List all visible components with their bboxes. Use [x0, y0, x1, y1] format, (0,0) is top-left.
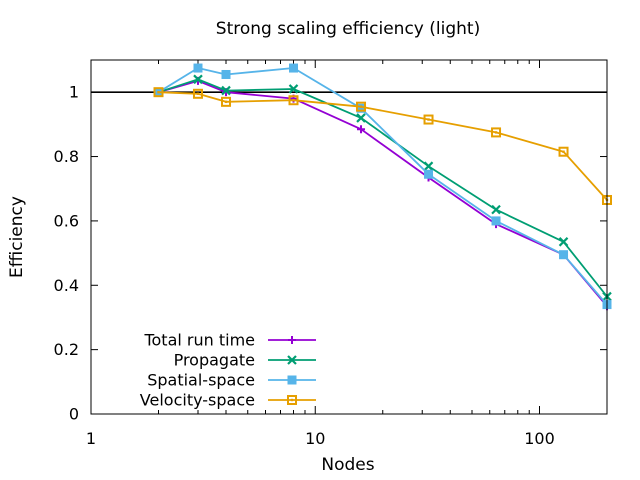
point-marker	[193, 63, 203, 73]
series-line	[158, 78, 608, 298]
data-point	[221, 96, 232, 107]
chart-title: Strong scaling efficiency (light)	[216, 19, 480, 39]
legend-entry: Propagate	[174, 351, 316, 370]
data-point	[559, 250, 569, 260]
data-point	[423, 114, 434, 125]
point-marker	[357, 125, 366, 134]
point-marker	[221, 85, 231, 96]
point-marker-center	[427, 118, 430, 121]
point-marker-center	[562, 150, 565, 153]
legend-label: Velocity-space	[140, 391, 255, 410]
point-marker	[287, 395, 297, 405]
data-point	[356, 113, 366, 123]
point-marker	[221, 96, 232, 107]
point-marker-center	[196, 92, 200, 95]
data-point	[491, 216, 501, 226]
series-propagate	[153, 74, 612, 302]
point-marker	[491, 204, 501, 215]
data-point	[558, 237, 569, 247]
legend-label: Total run time	[143, 331, 255, 350]
point-marker	[221, 69, 231, 79]
series-line	[158, 80, 608, 307]
data-point	[356, 101, 367, 112]
point-marker-center	[157, 90, 160, 94]
data-point	[287, 375, 297, 385]
y-axis-label: Efficiency	[7, 196, 27, 278]
point-marker	[192, 88, 203, 99]
x-axis-label: Nodes	[321, 455, 374, 475]
y-tick-label: 0.2	[54, 340, 79, 359]
series-line	[158, 67, 608, 306]
y-tick-label: 0.6	[54, 211, 79, 230]
point-marker	[491, 127, 502, 138]
y-tick-label: 0	[69, 405, 79, 424]
point-marker	[356, 113, 366, 123]
series-velocity-space	[153, 87, 612, 205]
legend-label: Propagate	[174, 351, 255, 370]
legend: Total run timePropagateSpatial-spaceVelo…	[140, 331, 316, 410]
data-point	[424, 169, 434, 179]
point-marker-center	[224, 100, 228, 104]
legend-entry: Velocity-space	[140, 391, 316, 410]
point-marker	[559, 250, 569, 260]
series-line	[158, 91, 608, 201]
data-point	[423, 161, 434, 171]
data-point	[287, 395, 297, 405]
point-marker	[491, 216, 501, 226]
point-marker-center	[290, 398, 294, 402]
point-marker	[287, 375, 297, 385]
data-point	[288, 336, 296, 344]
point-marker	[356, 101, 367, 112]
data-point	[287, 355, 297, 365]
data-point	[193, 63, 203, 73]
data-point	[221, 85, 231, 96]
series-layer	[153, 63, 612, 311]
point-marker	[558, 237, 569, 247]
x-tick-label: 10	[305, 429, 325, 448]
point-marker	[423, 114, 434, 125]
data-point	[558, 146, 569, 157]
point-marker	[153, 87, 164, 98]
point-marker-center	[359, 105, 363, 108]
point-marker	[423, 161, 434, 171]
y-tick-label: 0.4	[54, 276, 79, 295]
data-point	[153, 87, 164, 98]
x-tick-label: 1	[86, 429, 96, 448]
point-marker-center	[494, 131, 498, 134]
x-tick-label: 100	[524, 429, 555, 448]
legend-entry: Total run time	[143, 331, 316, 350]
plot-frame	[90, 59, 608, 415]
data-point	[357, 125, 366, 134]
data-point	[288, 84, 299, 94]
point-marker	[193, 74, 203, 85]
point-marker	[287, 355, 297, 365]
data-point	[289, 63, 299, 73]
legend-entry: Spatial-space	[147, 371, 316, 390]
legend-label: Spatial-space	[147, 371, 255, 390]
point-marker	[288, 84, 299, 94]
point-marker	[558, 146, 569, 157]
data-point	[193, 74, 203, 85]
data-point	[491, 127, 502, 138]
point-marker	[288, 336, 296, 344]
point-marker-center	[292, 99, 295, 102]
point-marker	[288, 95, 299, 106]
data-point	[288, 95, 299, 106]
y-tick-label: 0.8	[54, 147, 79, 166]
point-marker	[289, 63, 299, 73]
point-marker	[424, 169, 434, 179]
ticks-layer: 0 0.2 0.4 0.6 0.8 1 1 10 100	[54, 60, 608, 448]
data-point	[192, 88, 203, 99]
data-point	[491, 204, 501, 215]
y-tick-label: 1	[69, 83, 79, 102]
data-point	[221, 69, 231, 79]
series-total-run-time	[154, 76, 611, 311]
